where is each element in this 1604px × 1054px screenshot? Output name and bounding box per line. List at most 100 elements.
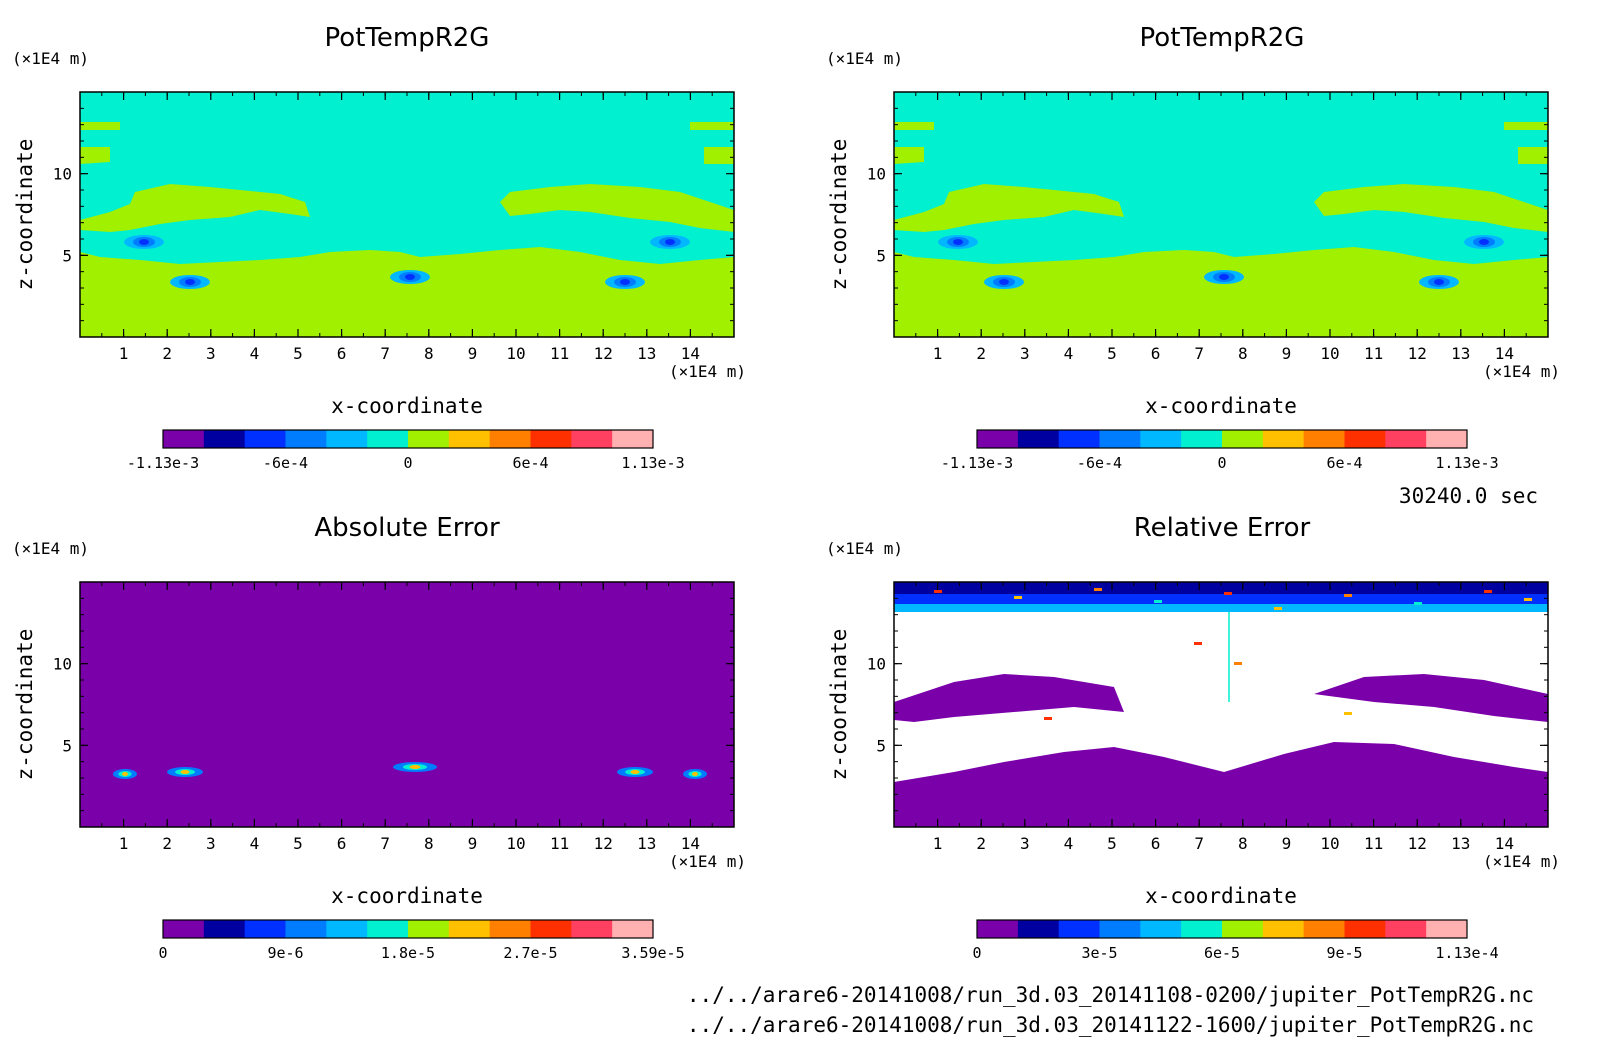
y-unit-label: (×1E4 m) — [826, 49, 903, 68]
x-tick-label: 2 — [976, 834, 986, 853]
colorbar-swatch — [612, 430, 654, 448]
x-axis-label: x-coordinate — [331, 394, 483, 418]
panel-bottom-right: Relative Error(×1E4 m)1 2 3 4 5 6 7 8 9 10 11 12 13 1… — [826, 513, 1560, 962]
noise-dot — [1234, 662, 1242, 665]
x-tick-label: 1 — [119, 834, 129, 853]
field-green-top-right — [1504, 122, 1548, 130]
colorbar-frame — [162, 429, 654, 449]
panel-title: Absolute Error — [314, 513, 500, 543]
x-tick-label: 10 — [506, 834, 525, 853]
y-axis-label: z-coordinate — [827, 629, 851, 781]
colorbar-label: 1.13e-4 — [1435, 944, 1498, 962]
colorbar-swatch — [1222, 920, 1264, 938]
x-tick-label: 7 — [1194, 834, 1204, 853]
field-green-top-right — [690, 122, 734, 130]
vortex-core — [953, 239, 963, 245]
colorbar-swatch — [489, 430, 531, 448]
x-tick-label: 9 — [468, 344, 478, 363]
x-axis-label: x-coordinate — [1145, 884, 1297, 908]
colorbar-swatch — [285, 430, 327, 448]
colorbar-frame — [976, 919, 1468, 939]
y-tick-label: 10 — [53, 165, 72, 184]
x-tick-label: 13 — [637, 834, 656, 853]
noise-dot — [1194, 642, 1202, 645]
vortex-core — [620, 279, 630, 285]
colorbar-swatch — [163, 430, 205, 448]
colorbar-swatch — [1140, 430, 1182, 448]
vortex-core — [665, 239, 675, 245]
error-spot-core — [692, 772, 698, 776]
x-tick-label: 10 — [1320, 344, 1339, 363]
x-tick-label: 9 — [1282, 834, 1292, 853]
colorbar-swatch — [571, 920, 613, 938]
colorbar-swatch — [163, 920, 205, 938]
colorbar-frame — [162, 919, 654, 939]
x-tick-label: 5 — [293, 834, 303, 853]
panel-title: Relative Error — [1134, 513, 1311, 543]
x-tick-label: 4 — [1064, 344, 1074, 363]
field-background — [80, 582, 734, 827]
colorbar-swatch — [1344, 430, 1386, 448]
colorbar-label: 3.59e-5 — [621, 944, 684, 962]
colorbar-swatch — [285, 920, 327, 938]
x-tick-label: 7 — [1194, 344, 1204, 363]
x-tick-label: 1 — [933, 344, 943, 363]
x-tick-label: 14 — [681, 344, 700, 363]
x-tick-label: 6 — [337, 344, 347, 363]
colorbar-label: -6e-4 — [263, 454, 308, 472]
colorbar-swatch — [448, 920, 491, 938]
noise-dot — [1154, 600, 1162, 603]
x-tick-label: 12 — [594, 344, 613, 363]
colorbar-swatch — [977, 430, 1019, 448]
x-axis-label: x-coordinate — [331, 884, 483, 908]
field-green-lower — [894, 247, 1548, 337]
x-unit-label: (×1E4 m) — [1483, 852, 1560, 871]
colorbar-label: 9e-5 — [1326, 944, 1362, 962]
field-green-edge-left — [894, 147, 924, 164]
plot-field — [80, 92, 734, 337]
colorbar-swatch — [489, 920, 531, 938]
colorbar-swatch — [1344, 920, 1386, 938]
x-tick-label: 3 — [1020, 344, 1030, 363]
colorbar-swatch — [203, 920, 246, 938]
colorbar-swatch — [1385, 430, 1427, 448]
time-label: 30240.0 sec — [1398, 484, 1538, 508]
colorbar-swatch — [571, 430, 613, 448]
noise-dot — [1044, 717, 1052, 720]
colorbar-swatch — [1181, 430, 1223, 448]
x-tick-label: 9 — [468, 834, 478, 853]
x-tick-label: 1 — [933, 834, 943, 853]
field-green-edge-right — [704, 147, 734, 164]
colorbar-swatch — [1303, 430, 1345, 448]
x-tick-label: 12 — [594, 834, 613, 853]
field-green-edge-left — [80, 147, 110, 164]
vortex-core — [139, 239, 149, 245]
colorbar-swatch — [530, 430, 572, 448]
x-tick-label: 8 — [1238, 834, 1248, 853]
x-tick-label: 6 — [337, 834, 347, 853]
colorbar-swatch — [1181, 920, 1223, 938]
x-tick-label: 11 — [1364, 834, 1383, 853]
field-green-mid-right — [500, 184, 734, 232]
y-tick-label: 5 — [62, 736, 72, 755]
colorbar-swatch — [326, 920, 368, 938]
x-tick-label: 4 — [250, 344, 260, 363]
vortex-core — [185, 279, 195, 285]
colorbar-swatch — [1262, 920, 1305, 938]
panel-title: PotTempR2G — [325, 23, 490, 53]
colorbar-swatch — [367, 430, 409, 448]
colorbar-frame — [976, 429, 1468, 449]
colorbar-swatch — [448, 430, 491, 448]
x-tick-label: 8 — [424, 834, 434, 853]
y-tick-label: 5 — [62, 246, 72, 265]
vortex-core — [999, 279, 1009, 285]
colorbar-label: -1.13e-3 — [127, 454, 199, 472]
x-tick-label: 7 — [380, 834, 390, 853]
colorbar-swatch — [1426, 920, 1468, 938]
vortex-core — [1219, 274, 1229, 280]
plot-field — [894, 582, 1548, 827]
y-unit-label: (×1E4 m) — [826, 539, 903, 558]
x-tick-label: 3 — [206, 344, 216, 363]
y-unit-label: (×1E4 m) — [12, 49, 89, 68]
